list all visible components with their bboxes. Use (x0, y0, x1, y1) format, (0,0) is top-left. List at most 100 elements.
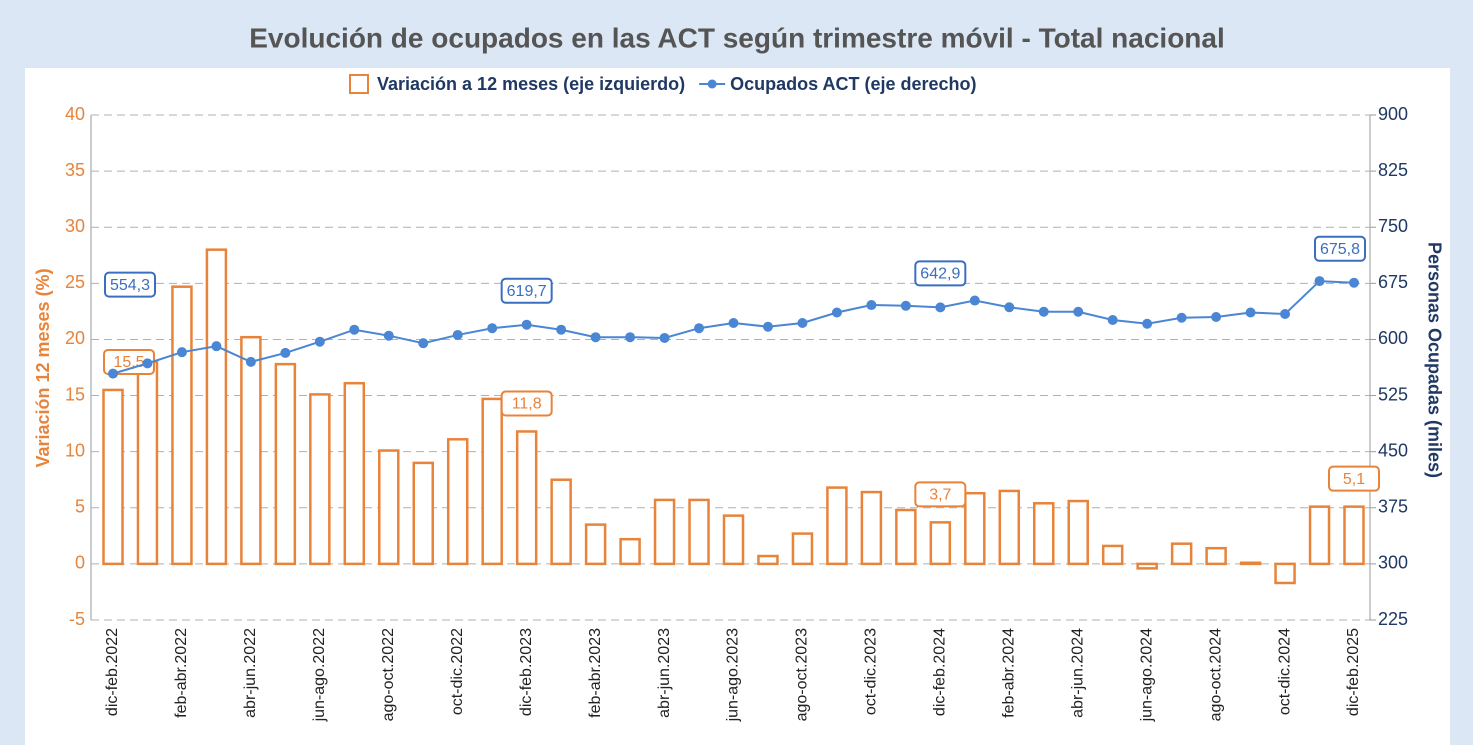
bar (412, 461, 434, 566)
y-tick-label: 0 (75, 553, 85, 573)
y-tick-label: 5 (75, 497, 85, 517)
line-point (900, 300, 911, 311)
data-label: 554,3 (104, 271, 156, 298)
legend-swatch (707, 79, 717, 89)
line-point (1176, 312, 1187, 323)
data-label: 5,1 (1328, 465, 1380, 492)
data-label: 619,7 (500, 277, 553, 304)
line-point (1073, 306, 1084, 317)
x-tick-label: jun-ago.2024 (1138, 628, 1155, 723)
x-tick-label: dic-feb.2024 (932, 628, 949, 716)
x-tick-label: abr-jun.2024 (1069, 628, 1086, 718)
bar (446, 438, 469, 566)
line-point (1349, 277, 1359, 288)
bar (550, 478, 572, 566)
y-tick-label: 30 (65, 216, 85, 236)
bar (688, 498, 710, 566)
line-point (142, 358, 153, 369)
line-point (625, 332, 636, 343)
line-point (797, 317, 808, 328)
bar (860, 490, 883, 566)
line-point (176, 347, 187, 358)
x-tick-label: feb-abr.2023 (587, 628, 604, 718)
y-tick-label: 10 (65, 440, 85, 460)
line-point (521, 319, 532, 330)
bar (722, 514, 745, 566)
bar (1033, 502, 1055, 566)
line-point (245, 356, 256, 367)
y2-tick-label: 750 (1378, 216, 1408, 236)
legend-label: Variación a 12 meses (eje izquierdo) (377, 74, 685, 94)
line-point (762, 321, 773, 332)
data-label: 11,8 (500, 390, 553, 417)
data-label-text: 554,3 (110, 277, 150, 294)
y-tick-label: 15 (65, 384, 85, 404)
bar (1136, 562, 1158, 570)
bar (1205, 546, 1227, 566)
y2-tick-label: 900 (1378, 104, 1408, 124)
data-label-box (104, 271, 156, 298)
line-point (383, 330, 394, 341)
x-tick-label: ago-oct.2023 (794, 628, 811, 722)
data-label-box (1328, 465, 1380, 492)
data-label: 3,7 (914, 481, 967, 508)
line-point (969, 295, 980, 306)
legend-label: Ocupados ACT (eje derecho) (730, 74, 976, 94)
data-label-box (500, 390, 553, 417)
line-point (1107, 314, 1118, 325)
line-point (1004, 302, 1015, 313)
bar (757, 554, 779, 566)
data-label-text: 11,8 (512, 396, 542, 413)
data-label-box (914, 481, 967, 508)
legend-swatch (349, 74, 369, 94)
data-label: 642,9 (914, 260, 967, 287)
y2-tick-label: 450 (1378, 440, 1408, 460)
line-point (659, 332, 670, 343)
x-tick-label: ago-oct.2022 (380, 628, 397, 722)
line-point (831, 307, 842, 318)
line-point (211, 341, 222, 352)
x-tick-label: abr-jun.2023 (656, 628, 673, 718)
bar (1239, 561, 1262, 566)
line-point (1314, 276, 1325, 287)
y2-tick-label: 225 (1378, 609, 1408, 629)
line-point (866, 300, 877, 311)
bar (1308, 505, 1331, 566)
line-point (590, 332, 601, 343)
line-point (487, 323, 498, 334)
bar (378, 449, 400, 566)
bar (274, 362, 297, 566)
line-point (935, 302, 946, 313)
y2-tick-label: 300 (1378, 553, 1408, 573)
y-tick-label: 20 (65, 328, 85, 348)
bar (102, 388, 124, 566)
y2-tick-label: 375 (1378, 497, 1408, 517)
data-label-text: 642,9 (920, 266, 960, 283)
bar (1274, 562, 1296, 585)
line-point (1245, 307, 1256, 318)
x-tick-label: feb-abr.2022 (173, 628, 190, 718)
y2-tick-label: 675 (1378, 272, 1408, 292)
y2-tick-label: 600 (1378, 328, 1408, 348)
x-tick-label: jun-ago.2022 (311, 628, 328, 723)
bar (964, 491, 986, 566)
data-label-text: 3,7 (929, 487, 951, 504)
x-tick-label: feb-abr.2024 (1000, 628, 1017, 718)
y2-tick-label: 825 (1378, 160, 1408, 180)
bar (1101, 544, 1124, 566)
y-tick-label: 35 (65, 160, 85, 180)
bar (481, 397, 503, 566)
line-point (694, 323, 705, 334)
line-point (1038, 306, 1049, 317)
y-tick-label: 40 (65, 104, 85, 124)
x-tick-label: dic-feb.2023 (518, 628, 535, 716)
line-point (108, 368, 118, 379)
bar (240, 335, 262, 566)
bar (343, 381, 366, 566)
bar (653, 498, 676, 566)
data-label-box (1314, 235, 1366, 262)
bar (619, 537, 641, 566)
data-label-text: 5,1 (1343, 471, 1365, 488)
bar (895, 508, 917, 566)
